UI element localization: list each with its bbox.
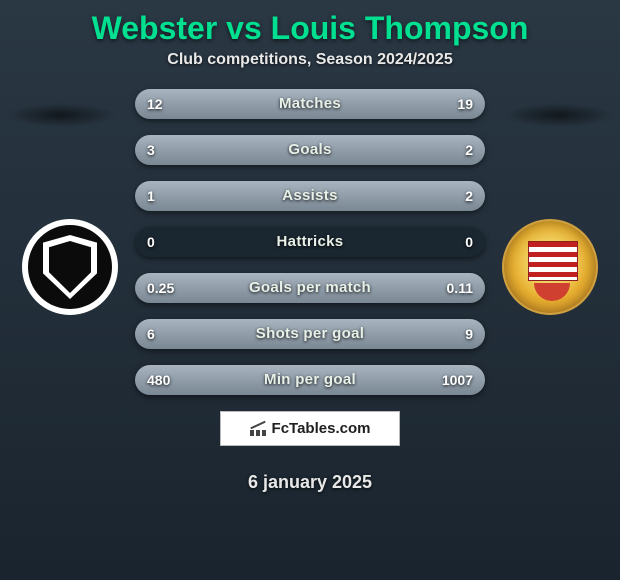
- logo-text: FcTables.com: [272, 420, 371, 437]
- stat-rows: 1219Matches 32Goals 12Assists 00Hattricks 0.…: [135, 89, 485, 395]
- stat-label: Goals: [135, 135, 485, 165]
- stat-label: Hattricks: [135, 227, 485, 257]
- team-badge-right: [502, 219, 598, 315]
- shadow-left: [6, 103, 116, 127]
- stat-label: Shots per goal: [135, 319, 485, 349]
- stats-area: 1219Matches 32Goals 12Assists 00Hattricks 0.…: [0, 89, 620, 395]
- stat-label: Min per goal: [135, 365, 485, 395]
- stat-row: 00Hattricks: [135, 227, 485, 257]
- page-title: Webster vs Louis Thompson: [0, 0, 620, 51]
- stat-label: Matches: [135, 89, 485, 119]
- stat-label: Assists: [135, 181, 485, 211]
- stat-label: Goals per match: [135, 273, 485, 303]
- stat-row: 0.250.11Goals per match: [135, 273, 485, 303]
- site-logo: FcTables.com: [220, 411, 400, 446]
- subtitle: Club competitions, Season 2024/2025: [0, 51, 620, 89]
- stat-row: 1219Matches: [135, 89, 485, 119]
- stat-row: 4801007Min per goal: [135, 365, 485, 395]
- team-badge-left: [22, 219, 118, 315]
- date-label: 6 january 2025: [0, 472, 620, 493]
- shield-icon: [43, 235, 97, 299]
- shadow-right: [504, 103, 614, 127]
- stat-row: 69Shots per goal: [135, 319, 485, 349]
- stat-row: 12Assists: [135, 181, 485, 211]
- stat-row: 32Goals: [135, 135, 485, 165]
- chart-icon: [250, 422, 268, 436]
